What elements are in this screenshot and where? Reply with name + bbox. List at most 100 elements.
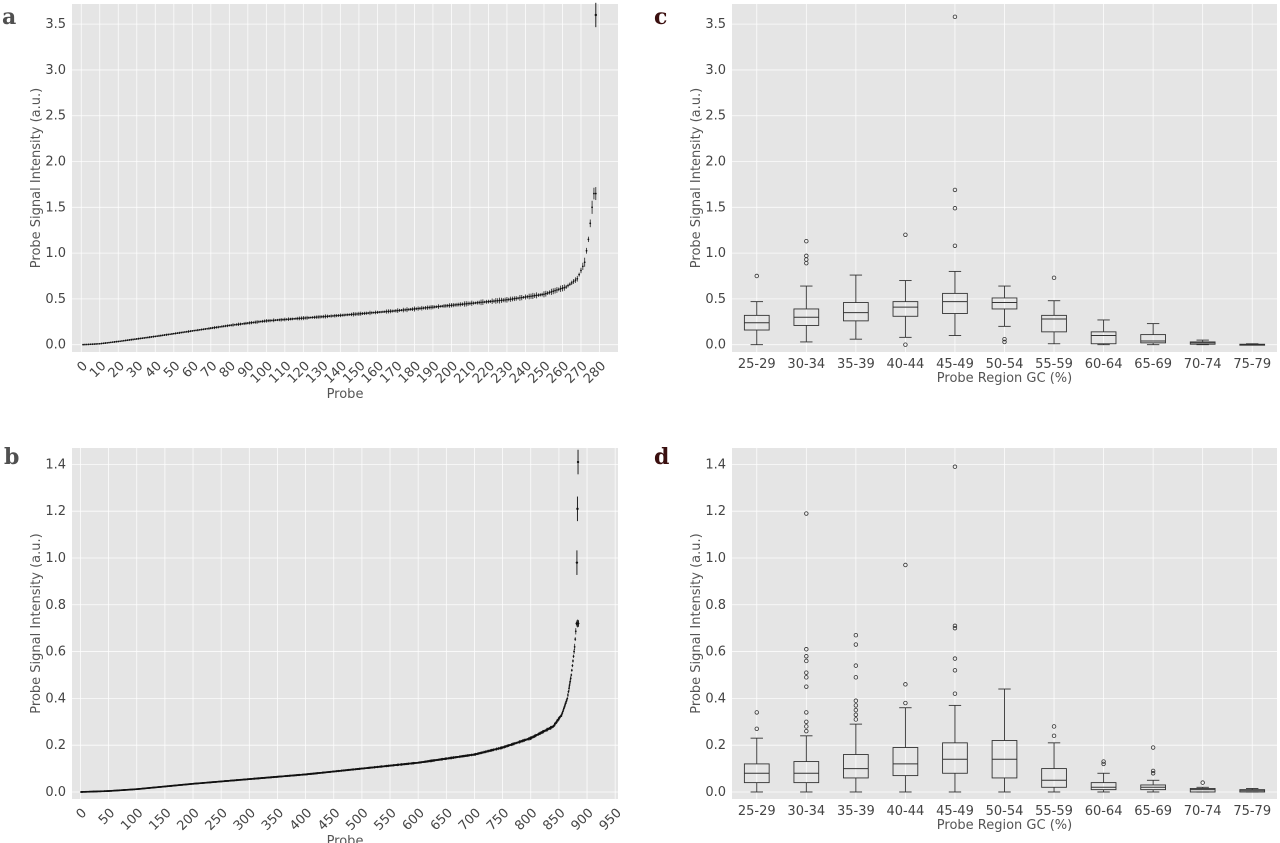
data-point [539,294,541,296]
data-point [543,293,545,295]
data-point [327,315,329,317]
data-point [191,330,193,332]
data-point [426,307,428,309]
data-point [82,344,84,346]
data-point [243,323,245,325]
x-tick-label: 250 [203,806,231,834]
data-point [238,323,240,325]
x-tick-label: 30-34 [787,357,825,372]
data-point [488,301,490,303]
data-point [573,651,575,653]
data-point [452,304,454,306]
y-axis-label: Probe Signal Intensity (a.u.) [689,88,704,268]
data-point [425,307,427,309]
data-point [512,298,514,300]
data-point [566,697,568,699]
data-point [347,314,349,316]
data-point [301,317,303,319]
data-point [360,313,362,315]
data-point [339,314,341,316]
data-point [215,326,217,328]
x-tick-label: 40-44 [887,357,925,372]
x-tick-label: 700 [456,806,484,834]
data-point [352,313,354,315]
y-tick-label: 0.0 [705,338,726,353]
y-tick-label: 1.0 [45,551,66,566]
data-point [532,295,534,297]
data-point [447,305,449,307]
data-point [489,301,491,303]
plot-area [72,448,618,799]
data-point [203,328,205,330]
data-point [417,308,419,310]
data-point [199,329,201,331]
data-point [365,312,367,314]
data-point [136,338,138,340]
data-point [232,324,234,326]
y-tick-label: 0.8 [45,598,66,613]
data-point [317,316,319,318]
data-point [506,299,508,301]
y-tick-label: 0.2 [705,738,726,753]
y-axis-label: Probe Signal Intensity (a.u.) [29,88,44,268]
data-point [526,296,528,298]
data-point [408,309,410,311]
data-point [271,320,273,322]
y-tick-label: 3.0 [45,63,66,78]
x-tick-label: 600 [400,806,428,834]
data-point [443,305,445,307]
x-tick-label: 25-29 [738,804,776,819]
data-point [151,336,153,338]
data-point [523,296,525,298]
data-point [219,326,221,328]
x-axis-label: Probe [327,387,364,402]
data-point [593,193,595,195]
data-point [97,343,99,345]
data-point [177,332,179,334]
data-point [252,322,254,324]
chart-d: 0.00.20.40.60.81.01.21.425-29 30-34 35-39 4… [689,448,1277,833]
data-point [178,332,180,334]
data-point [269,320,271,322]
x-tick-label: 450 [315,806,343,834]
data-point [560,288,562,290]
data-point [434,306,436,308]
data-point [323,316,325,318]
data-point [173,333,175,335]
y-tick-label: 1.2 [45,504,66,519]
data-point [406,309,408,311]
data-point [164,334,166,336]
data-point [421,307,423,309]
data-point [395,310,397,312]
data-point [391,310,393,312]
data-point [510,298,512,300]
data-point [580,270,582,272]
x-tick-label: 55-59 [1035,804,1073,819]
x-tick-label: 65-69 [1134,357,1172,372]
data-point [499,300,501,302]
y-tick-label: 0.4 [705,691,726,706]
data-point [569,684,571,686]
data-point [140,338,142,340]
data-point [578,623,580,625]
data-point [480,301,482,303]
data-point [306,317,308,319]
data-point [571,669,573,671]
data-point [549,292,551,294]
chart-a: 0.00.51.01.52.02.53.03.50102030405060708… [29,3,618,402]
y-tick-label: 0.6 [705,645,726,660]
data-point [267,320,269,322]
data-point [214,327,216,329]
data-point [367,312,369,314]
data-point [558,289,560,291]
data-point [302,317,304,319]
data-point [228,325,230,327]
data-point [414,308,416,310]
data-point [190,330,192,332]
data-point [458,304,460,306]
x-tick-label: 0 [74,806,90,822]
data-point [193,330,195,332]
data-point [460,303,462,305]
data-point [382,311,384,313]
data-point [358,313,360,315]
